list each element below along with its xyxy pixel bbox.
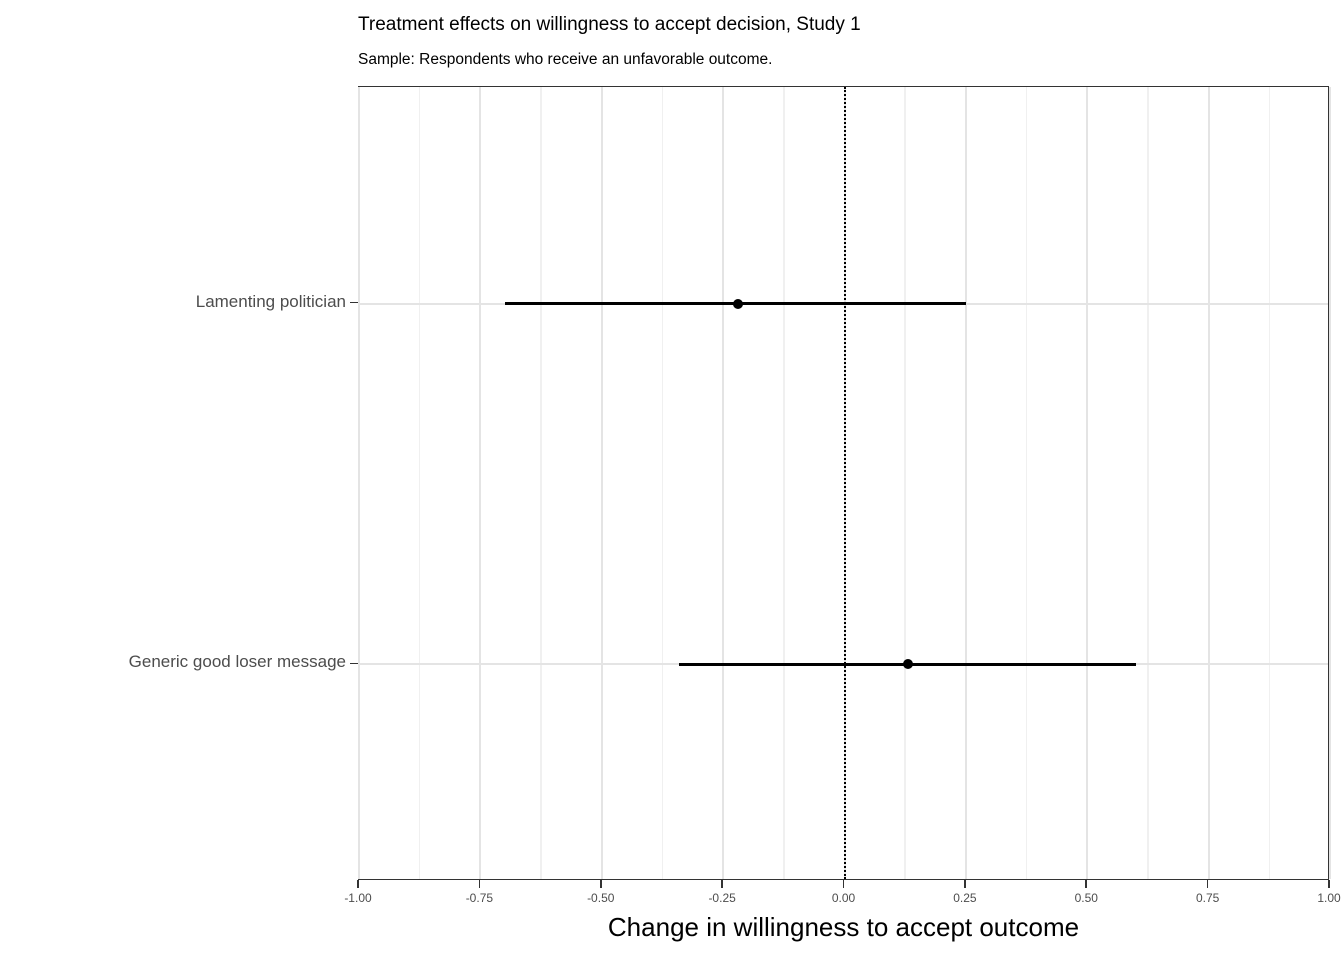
major-gridline (1086, 87, 1089, 879)
x-axis-tick-label: 0.75 (1195, 891, 1220, 905)
x-axis-tick (842, 880, 845, 888)
x-axis-tick-label: -0.50 (587, 891, 615, 905)
x-axis-tick (721, 880, 723, 888)
minor-gridline (1147, 87, 1149, 879)
plot-title: Treatment effects on willingness to acce… (358, 14, 861, 35)
x-axis-tick-label: -0.25 (708, 891, 736, 905)
x-axis-tick-label: -0.75 (465, 891, 494, 905)
major-gridline (722, 87, 725, 879)
y-axis-category-label: Lamenting politician (195, 291, 346, 311)
x-axis-tick (1328, 880, 1330, 888)
x-axis-tick (599, 880, 602, 888)
x-axis-tick-label: 0.50 (1074, 891, 1098, 905)
y-axis-tick (350, 301, 358, 304)
major-gridline (1207, 87, 1210, 879)
x-axis-title: Change in willingness to accept outcome (607, 912, 1080, 942)
major-gridline (358, 87, 360, 879)
minor-gridline (1025, 87, 1028, 879)
major-gridline (600, 87, 603, 879)
x-axis-tick-label: -1.00 (344, 891, 372, 905)
minor-gridline (904, 87, 906, 879)
point-estimate-marker (902, 659, 913, 670)
x-axis-tick-label: 1.00 (1317, 891, 1341, 905)
minor-gridline (661, 87, 664, 879)
y-axis-tick (350, 662, 358, 665)
major-gridline (1329, 87, 1331, 879)
minor-gridline (540, 87, 542, 879)
x-axis-tick (478, 880, 481, 888)
major-gridline (964, 87, 967, 879)
plot-subtitle: Sample: Respondents who receive an unfav… (358, 51, 773, 68)
x-axis-tick (964, 880, 966, 888)
y-axis-category-label: Generic good loser message (128, 652, 346, 672)
x-axis-tick (1206, 880, 1209, 888)
plot-panel (358, 86, 1331, 880)
minor-gridline (418, 87, 421, 879)
point-estimate-marker (732, 298, 743, 309)
x-axis-tick (1085, 880, 1088, 888)
x-axis-tick (357, 880, 359, 888)
minor-gridline (1268, 87, 1270, 879)
zero-reference-line (843, 87, 846, 879)
major-gridline (479, 87, 482, 879)
x-axis-tick-label: 0.00 (831, 891, 856, 905)
minor-gridline (783, 87, 785, 879)
x-axis-tick-label: 0.25 (953, 891, 977, 905)
